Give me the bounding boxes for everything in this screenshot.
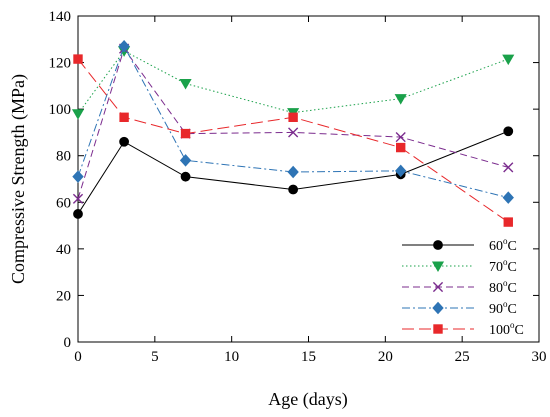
data-point-70 (179, 79, 192, 90)
legend-marker (431, 261, 445, 272)
data-point-90 (179, 154, 192, 167)
series-line-70 (77, 50, 509, 115)
data-point-90 (287, 165, 299, 179)
data-point-70 (394, 94, 407, 105)
legend-item-60: 60oC (402, 236, 517, 254)
data-point-60 (288, 184, 299, 195)
series-line-100 (77, 58, 509, 223)
data-point-100 (288, 112, 298, 122)
series-100 (73, 54, 513, 227)
legend-marker (432, 301, 444, 315)
y-tick-label: 60 (56, 195, 71, 211)
data-point-100 (73, 54, 83, 64)
x-tick-label: 25 (455, 349, 470, 365)
legend-label: 90oC (489, 299, 517, 317)
plot-area (77, 15, 540, 343)
data-point-60 (180, 171, 191, 182)
legend-marker (433, 324, 443, 334)
data-point-100 (396, 142, 406, 153)
data-point-100 (119, 112, 129, 122)
data-point-60 (119, 136, 129, 147)
legend-item-70: 70oC (402, 257, 517, 275)
data-point-70 (71, 109, 85, 120)
legend: 60oC 70oC 80oC 90oC 100oC (402, 236, 524, 338)
y-tick-label: 0 (64, 335, 72, 351)
y-tick-label: 40 (56, 242, 71, 258)
y-tick-label: 100 (49, 102, 72, 118)
x-axis-ticks: 0 5 10 15 20 25 30 (74, 16, 547, 365)
data-point-90 (118, 40, 130, 53)
data-point-100 (180, 128, 191, 139)
series-layer (71, 40, 515, 227)
x-tick-label: 10 (224, 349, 239, 365)
data-point-90 (502, 191, 514, 204)
x-tick-label: 15 (301, 349, 316, 365)
series-line-60 (77, 130, 509, 215)
data-point-90 (395, 164, 407, 178)
series-line-80 (77, 47, 509, 199)
data-point-70 (502, 54, 515, 66)
y-tick-label: 80 (56, 149, 71, 165)
x-tick-label: 0 (74, 349, 82, 365)
legend-label: 60oC (489, 236, 517, 254)
data-point-90 (72, 170, 84, 183)
legend-item-100: 100oC (402, 320, 524, 338)
legend-marker (432, 281, 444, 293)
data-point-80 (395, 131, 406, 143)
y-axis-title: Compressive Strength (MPa) (8, 74, 29, 284)
x-tick-label: 5 (151, 349, 159, 365)
data-point-80 (288, 127, 299, 138)
legend-label: 80oC (489, 278, 517, 296)
legend-label: 100oC (489, 320, 524, 338)
x-tick-label: 30 (532, 349, 547, 365)
y-axis-ticks: 0 20 40 60 80 100 120 140 (49, 9, 539, 351)
data-point-80 (503, 162, 514, 173)
legend-label: 70oC (489, 257, 517, 275)
data-point-60 (503, 126, 514, 137)
y-tick-label: 140 (49, 9, 72, 25)
series-line-90 (77, 45, 509, 199)
x-axis-title: Age (days) (268, 389, 347, 410)
legend-item-90: 90oC (402, 299, 517, 317)
y-tick-label: 120 (49, 56, 72, 72)
x-tick-label: 20 (378, 349, 393, 365)
y-tick-label: 20 (56, 288, 71, 304)
legend-item-80: 80oC (402, 278, 517, 296)
legend-marker (433, 240, 443, 250)
series-90 (72, 40, 514, 204)
data-point-60 (73, 209, 83, 219)
data-point-100 (503, 217, 513, 227)
data-point-80 (72, 193, 84, 204)
